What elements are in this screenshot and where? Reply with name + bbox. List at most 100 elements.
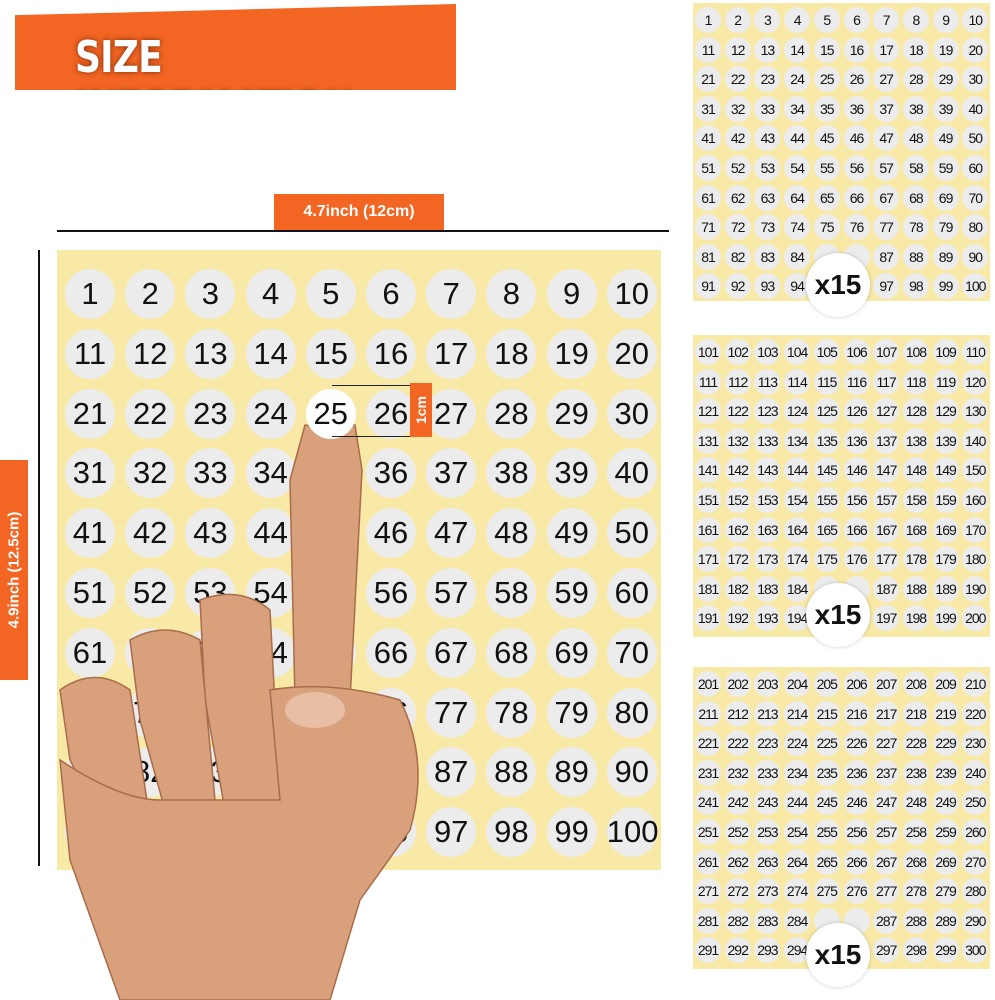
sticker-105: 105 bbox=[813, 339, 840, 365]
sticker-245: 245 bbox=[813, 789, 840, 816]
sticker-192: 192 bbox=[724, 605, 751, 632]
sticker-99: 99 bbox=[932, 273, 959, 300]
sticker-177: 177 bbox=[873, 546, 900, 573]
sticker-13: 13 bbox=[185, 328, 236, 379]
sticker-288: 288 bbox=[902, 907, 929, 934]
sticker-118: 118 bbox=[902, 368, 929, 395]
sticker-79: 79 bbox=[546, 687, 597, 738]
sticker-23: 23 bbox=[185, 388, 236, 439]
sticker-289: 289 bbox=[932, 907, 959, 934]
sticker-90: 90 bbox=[962, 243, 989, 270]
sticker-269: 269 bbox=[932, 848, 959, 875]
sticker-52: 52 bbox=[125, 568, 176, 618]
sticker-20: 20 bbox=[606, 328, 657, 379]
sticker-125: 125 bbox=[813, 398, 840, 425]
sticker-31: 31 bbox=[695, 95, 721, 122]
sticker-7: 7 bbox=[873, 7, 900, 33]
sticker-190: 190 bbox=[962, 575, 989, 602]
sticker-72: 72 bbox=[724, 214, 751, 241]
sticker-70: 70 bbox=[962, 184, 989, 211]
sticker-249: 249 bbox=[932, 789, 959, 816]
sticker-89: 89 bbox=[546, 747, 597, 798]
sticker-25: 25 bbox=[813, 66, 840, 93]
sticker-170: 170 bbox=[962, 516, 989, 543]
sticker-263: 263 bbox=[754, 848, 781, 875]
sticker-59: 59 bbox=[546, 568, 597, 618]
sticker-135: 135 bbox=[813, 427, 840, 454]
sticker-74: 74 bbox=[784, 214, 811, 241]
sticker-134: 134 bbox=[784, 427, 811, 454]
sticker-298: 298 bbox=[902, 937, 929, 964]
sticker-77: 77 bbox=[426, 687, 477, 738]
sticker-131: 131 bbox=[695, 427, 721, 454]
sticker-284: 284 bbox=[784, 907, 811, 934]
sticker-243: 243 bbox=[754, 789, 781, 816]
sticker-100: 100 bbox=[606, 807, 659, 858]
sticker-41: 41 bbox=[695, 125, 721, 152]
sticker-21: 21 bbox=[65, 388, 115, 439]
sticker-92: 92 bbox=[724, 273, 751, 300]
sticker-172: 172 bbox=[724, 546, 751, 573]
sticker-261: 261 bbox=[695, 848, 721, 875]
sticker-188: 188 bbox=[902, 575, 929, 602]
sticker-102: 102 bbox=[724, 339, 751, 365]
sticker-161: 161 bbox=[695, 516, 721, 543]
sticker-164: 164 bbox=[784, 516, 811, 543]
sticker-78: 78 bbox=[486, 687, 537, 738]
sticker-50: 50 bbox=[962, 125, 989, 152]
sticker-43: 43 bbox=[754, 125, 781, 152]
sticker-198: 198 bbox=[902, 605, 929, 632]
sticker-117: 117 bbox=[873, 368, 900, 395]
sticker-283: 283 bbox=[754, 907, 781, 934]
sticker-27: 27 bbox=[873, 66, 900, 93]
sticker-22: 22 bbox=[125, 388, 176, 439]
sticker-268: 268 bbox=[902, 848, 929, 875]
sticker-113: 113 bbox=[754, 368, 781, 395]
sticker-104: 104 bbox=[784, 339, 811, 365]
sticker-50: 50 bbox=[606, 508, 657, 559]
palm bbox=[59, 685, 419, 1000]
sticker-265: 265 bbox=[813, 848, 840, 875]
sticker-148: 148 bbox=[902, 457, 929, 484]
sticker-229: 229 bbox=[932, 730, 959, 757]
sticker-58: 58 bbox=[902, 155, 929, 181]
sticker-88: 88 bbox=[902, 243, 929, 270]
sticker-121: 121 bbox=[695, 398, 721, 425]
sticker-28: 28 bbox=[902, 66, 929, 93]
sticker-80: 80 bbox=[962, 214, 989, 241]
sticker-211: 211 bbox=[695, 700, 721, 727]
sticker-163: 163 bbox=[754, 516, 781, 543]
sticker-46: 46 bbox=[843, 125, 870, 152]
sticker-68: 68 bbox=[486, 627, 537, 678]
sticker-94: 94 bbox=[784, 273, 811, 300]
quantity-badge: x15 bbox=[806, 253, 870, 317]
sticker-160: 160 bbox=[962, 487, 989, 513]
sticker-41: 41 bbox=[65, 508, 115, 559]
sticker-2: 2 bbox=[125, 269, 176, 319]
sticker-35: 35 bbox=[813, 95, 840, 122]
sticker-58: 58 bbox=[486, 568, 537, 618]
sticker-256: 256 bbox=[843, 819, 870, 845]
sticker-114: 114 bbox=[784, 368, 811, 395]
fingernail bbox=[285, 692, 345, 728]
sticker-193: 193 bbox=[754, 605, 781, 632]
sticker-16: 16 bbox=[366, 328, 416, 379]
sticker-87: 87 bbox=[426, 747, 477, 798]
sticker-size-label-box: 1cm bbox=[410, 383, 432, 437]
index-finger bbox=[289, 424, 363, 701]
sticker-20: 20 bbox=[962, 36, 989, 63]
sticker-14: 14 bbox=[245, 328, 296, 379]
sticker-153: 153 bbox=[754, 487, 781, 513]
sticker-176: 176 bbox=[843, 546, 870, 573]
sticker-138: 138 bbox=[902, 427, 929, 454]
sticker-59: 59 bbox=[932, 155, 959, 181]
sticker-162: 162 bbox=[724, 516, 751, 543]
sticker-89: 89 bbox=[932, 243, 959, 270]
sticker-97: 97 bbox=[873, 273, 900, 300]
sticker-181: 181 bbox=[695, 575, 721, 602]
sticker-155: 155 bbox=[813, 487, 840, 513]
sticker-33: 33 bbox=[185, 448, 236, 499]
sticker-242: 242 bbox=[724, 789, 751, 816]
sticker-116: 116 bbox=[843, 368, 870, 395]
